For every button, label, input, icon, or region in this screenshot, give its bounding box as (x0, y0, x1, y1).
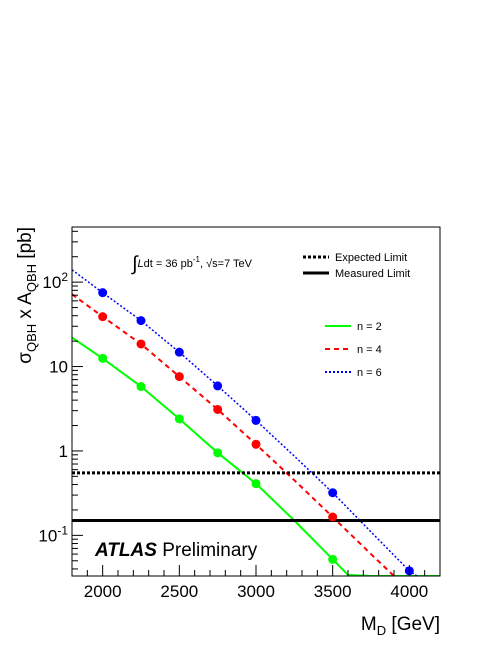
legend-limit-label-1: Expected Limit (335, 252, 407, 264)
data-point-series-1 (136, 382, 146, 392)
x-tick-label: 3000 (237, 582, 275, 601)
x-tick-label: 2500 (160, 582, 198, 601)
y-tick-label: 10-1 (38, 523, 68, 545)
legend-limit-label-2: Measured Limit (335, 268, 410, 280)
atlas-preliminary-label: ATLAS Preliminary (94, 540, 258, 561)
data-point-series-1 (251, 479, 261, 489)
y-tick-label: 1 (59, 442, 68, 461)
y-axis-title: σQBH​ x AQBH​ [pb] (15, 227, 39, 364)
y-tick-label: 10 (49, 358, 68, 377)
data-point-series-3 (98, 288, 108, 298)
data-point-series-2 (136, 339, 146, 349)
y-tick-label: 102 (42, 270, 68, 292)
data-point-series-2 (213, 404, 223, 414)
data-point-series-1 (213, 448, 223, 458)
data-point-series-3 (251, 415, 261, 425)
data-point-series-3 (328, 488, 338, 498)
data-point-series-3 (174, 347, 184, 357)
data-point-series-1 (174, 414, 184, 424)
data-point-series-1 (98, 353, 108, 363)
series-line-2 (72, 293, 395, 576)
data-point-series-2 (251, 439, 261, 449)
x-axis-title: MD [GeV] (361, 614, 440, 638)
legend-series-label-3: n = 6 (357, 367, 382, 379)
data-point-series-2 (174, 372, 184, 382)
series-line-3 (72, 269, 418, 576)
data-point-series-3 (136, 316, 146, 326)
data-point-series-1 (328, 554, 338, 564)
data-point-series-2 (328, 512, 338, 522)
legend-series-label-1: n = 2 (357, 321, 382, 333)
x-tick-label: 4000 (390, 582, 428, 601)
data-point-series-3 (213, 381, 223, 391)
x-tick-label: 3500 (314, 582, 352, 601)
legend-series-label-2: n = 4 (357, 344, 382, 356)
luminosity-annotation: ∫Ldt = 36 pb-1, √s=7 TeV (131, 253, 253, 275)
x-tick-label: 2000 (84, 582, 122, 601)
data-point-series-2 (98, 312, 108, 322)
